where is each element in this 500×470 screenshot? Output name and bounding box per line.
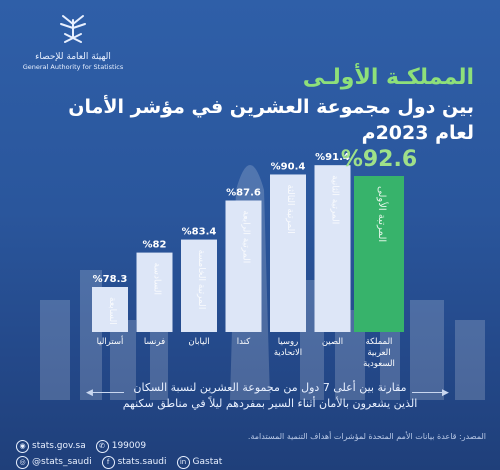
description-line-2: الذين يشعرون بالأمان أثناء السير بمفردهم… xyxy=(122,397,418,410)
bar-4 xyxy=(270,174,306,332)
linkedin-link[interactable]: in Gastat xyxy=(176,455,223,469)
divider-right xyxy=(412,392,444,393)
category-label-4-1: الاتحادية xyxy=(274,348,302,358)
social-icons: ◎ xyxy=(16,455,29,469)
value-label-5: %91.4 xyxy=(315,152,350,163)
headline: المملكـة الأولـى بين دول مجموعة العشرين … xyxy=(34,64,474,146)
rank-label-3: المرتبة الرابعة xyxy=(241,211,251,264)
category-label-2: اليابان xyxy=(188,337,209,347)
phone-icon: ✆ xyxy=(95,439,109,453)
footer-contacts: ◉ stats.gov.sa ✆ 199009 ◎ @stats_saudi f… xyxy=(16,438,236,470)
handle-1-text: @stats_saudi xyxy=(32,457,92,467)
bar-0 xyxy=(92,287,128,332)
bar-1 xyxy=(136,252,173,332)
bar-6 xyxy=(354,176,404,332)
handle-2-text: stats.saudi xyxy=(117,457,167,467)
globe-icon: ◉ xyxy=(16,439,29,453)
chart-description: مقارنة بين أعلى 7 دول من مجموعة العشرين … xyxy=(120,380,420,412)
handle-3-text: Gastat xyxy=(192,457,223,467)
facebook-icon: f xyxy=(101,455,115,469)
rank-label-1: السادسة xyxy=(152,263,162,295)
rank-label-0: السابعة xyxy=(107,297,117,325)
logo-english-text: General Authority for Statistics xyxy=(22,63,124,71)
value-label-6: %92.6 xyxy=(341,147,417,172)
rank-label-2: المرتبة الخامسة xyxy=(196,250,206,310)
category-label-0: أستراليا xyxy=(97,335,124,347)
value-label-0: %78.3 xyxy=(93,274,128,285)
gastat-logo: الهيئة العامة للإحصاء General Authority … xyxy=(18,12,128,72)
value-label-4: %90.4 xyxy=(271,161,306,172)
palm-emblem-icon xyxy=(60,15,86,43)
category-label-5: الصين xyxy=(322,337,343,347)
phone-text: 199009 xyxy=(111,441,147,451)
category-label-6-1: العربية xyxy=(367,348,390,358)
linkedin-icon: in xyxy=(176,455,190,469)
phone-link[interactable]: ✆ 199009 xyxy=(95,439,147,453)
category-label-1: فرنسا xyxy=(144,337,165,347)
description-line-1: مقارنة بين أعلى 7 دول من مجموعة العشرين … xyxy=(133,381,407,394)
headline-subtitle: بين دول مجموعة العشرين في مؤشر الأمان لع… xyxy=(68,96,474,144)
bar-2 xyxy=(181,239,217,332)
headline-title: المملكـة الأولـى xyxy=(302,65,474,90)
logo-arabic-text: الهيئة العامة للإحصاء xyxy=(35,52,111,62)
bar-3 xyxy=(225,200,262,332)
category-label-6-2: السعودية xyxy=(363,359,395,369)
value-label-1: %82 xyxy=(143,240,167,251)
value-label-3: %87.6 xyxy=(226,188,261,199)
website-text: stats.gov.sa xyxy=(32,441,86,451)
facebook-link[interactable]: f stats.saudi xyxy=(101,455,167,469)
arrow-left-icon: ◀ xyxy=(86,388,93,398)
value-label-2: %83.4 xyxy=(182,227,217,238)
source-note: المصدر: قاعدة بيانات الأمم المتحدة لمؤشر… xyxy=(247,432,486,441)
divider-left xyxy=(92,392,124,393)
category-label-4-0: روسيا xyxy=(278,337,299,347)
rank-label-4: المرتبة الثالثة xyxy=(285,184,295,233)
bar-5 xyxy=(314,165,351,332)
category-label-6-0: المملكة xyxy=(366,337,393,347)
rank-label-5: المرتبة الثانية xyxy=(330,175,340,224)
arrow-right-icon: ▶ xyxy=(442,388,449,398)
social-handle-link[interactable]: ◎ @stats_saudi xyxy=(16,455,92,469)
website-link[interactable]: ◉ stats.gov.sa xyxy=(16,439,86,453)
category-label-3: كندا xyxy=(237,337,251,347)
rank-label-6: المرتبة الأولى xyxy=(376,186,389,242)
